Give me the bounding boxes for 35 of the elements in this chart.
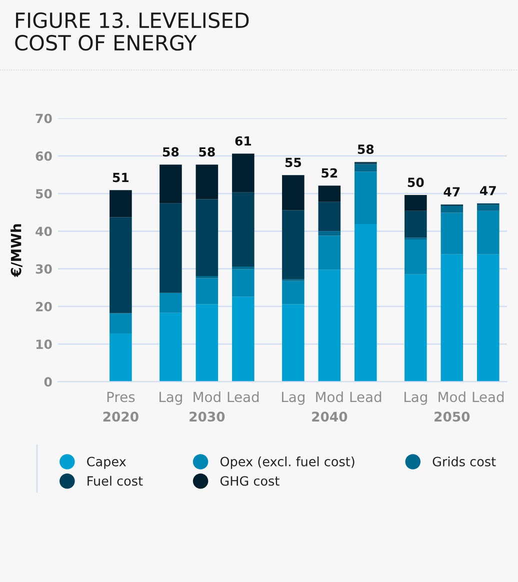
category-label: Mod 2030: [190, 391, 225, 422]
y-tick-label: 50: [36, 189, 52, 198]
total-label: 47: [444, 187, 460, 196]
y-tick-label: 40: [36, 226, 52, 236]
total-label: 61: [235, 136, 252, 146]
legend-label: GHG cost: [220, 476, 280, 486]
category-label: Mod 2040: [312, 391, 348, 422]
y-tick-label: 30: [36, 264, 52, 274]
x-tick-label: Lag: [282, 392, 304, 405]
y-tick-label: 60: [36, 151, 52, 161]
x-tick-label: Lead: [350, 391, 382, 402]
category-label: Mod 2050: [434, 391, 470, 422]
y-tick-label: 0: [44, 377, 52, 387]
x-tick-label: Lead: [472, 391, 504, 402]
total-label: 58: [162, 147, 179, 157]
x-tick-label: Lag: [404, 392, 427, 405]
total-label: 58: [199, 147, 215, 157]
total-label: 55: [285, 158, 302, 168]
total-label: 58: [358, 144, 374, 154]
total-label: 50: [408, 178, 424, 188]
chart-title: FIGURE 13. LEVELISED COST OF ENERGY: [15, 12, 249, 51]
x-tick-label: Lag: [160, 392, 182, 405]
legend-label: Opex (excl. fuel cost): [220, 456, 354, 469]
total-label: 47: [480, 186, 496, 196]
total-label: 52: [322, 168, 338, 178]
total-label: 51: [112, 172, 129, 182]
y-axis-title: €/MWh: [10, 224, 22, 278]
y-tick-label: 70: [36, 114, 52, 124]
legend-label: Fuel cost: [88, 476, 143, 486]
x-tick-label: Lead: [228, 391, 259, 402]
legend-label: Capex: [87, 456, 126, 469]
y-tick-label: 10: [36, 340, 52, 349]
category-label: Pres 2020: [103, 392, 138, 422]
y-tick-label: 20: [36, 302, 52, 312]
legend-label: Grids cost: [432, 456, 496, 466]
